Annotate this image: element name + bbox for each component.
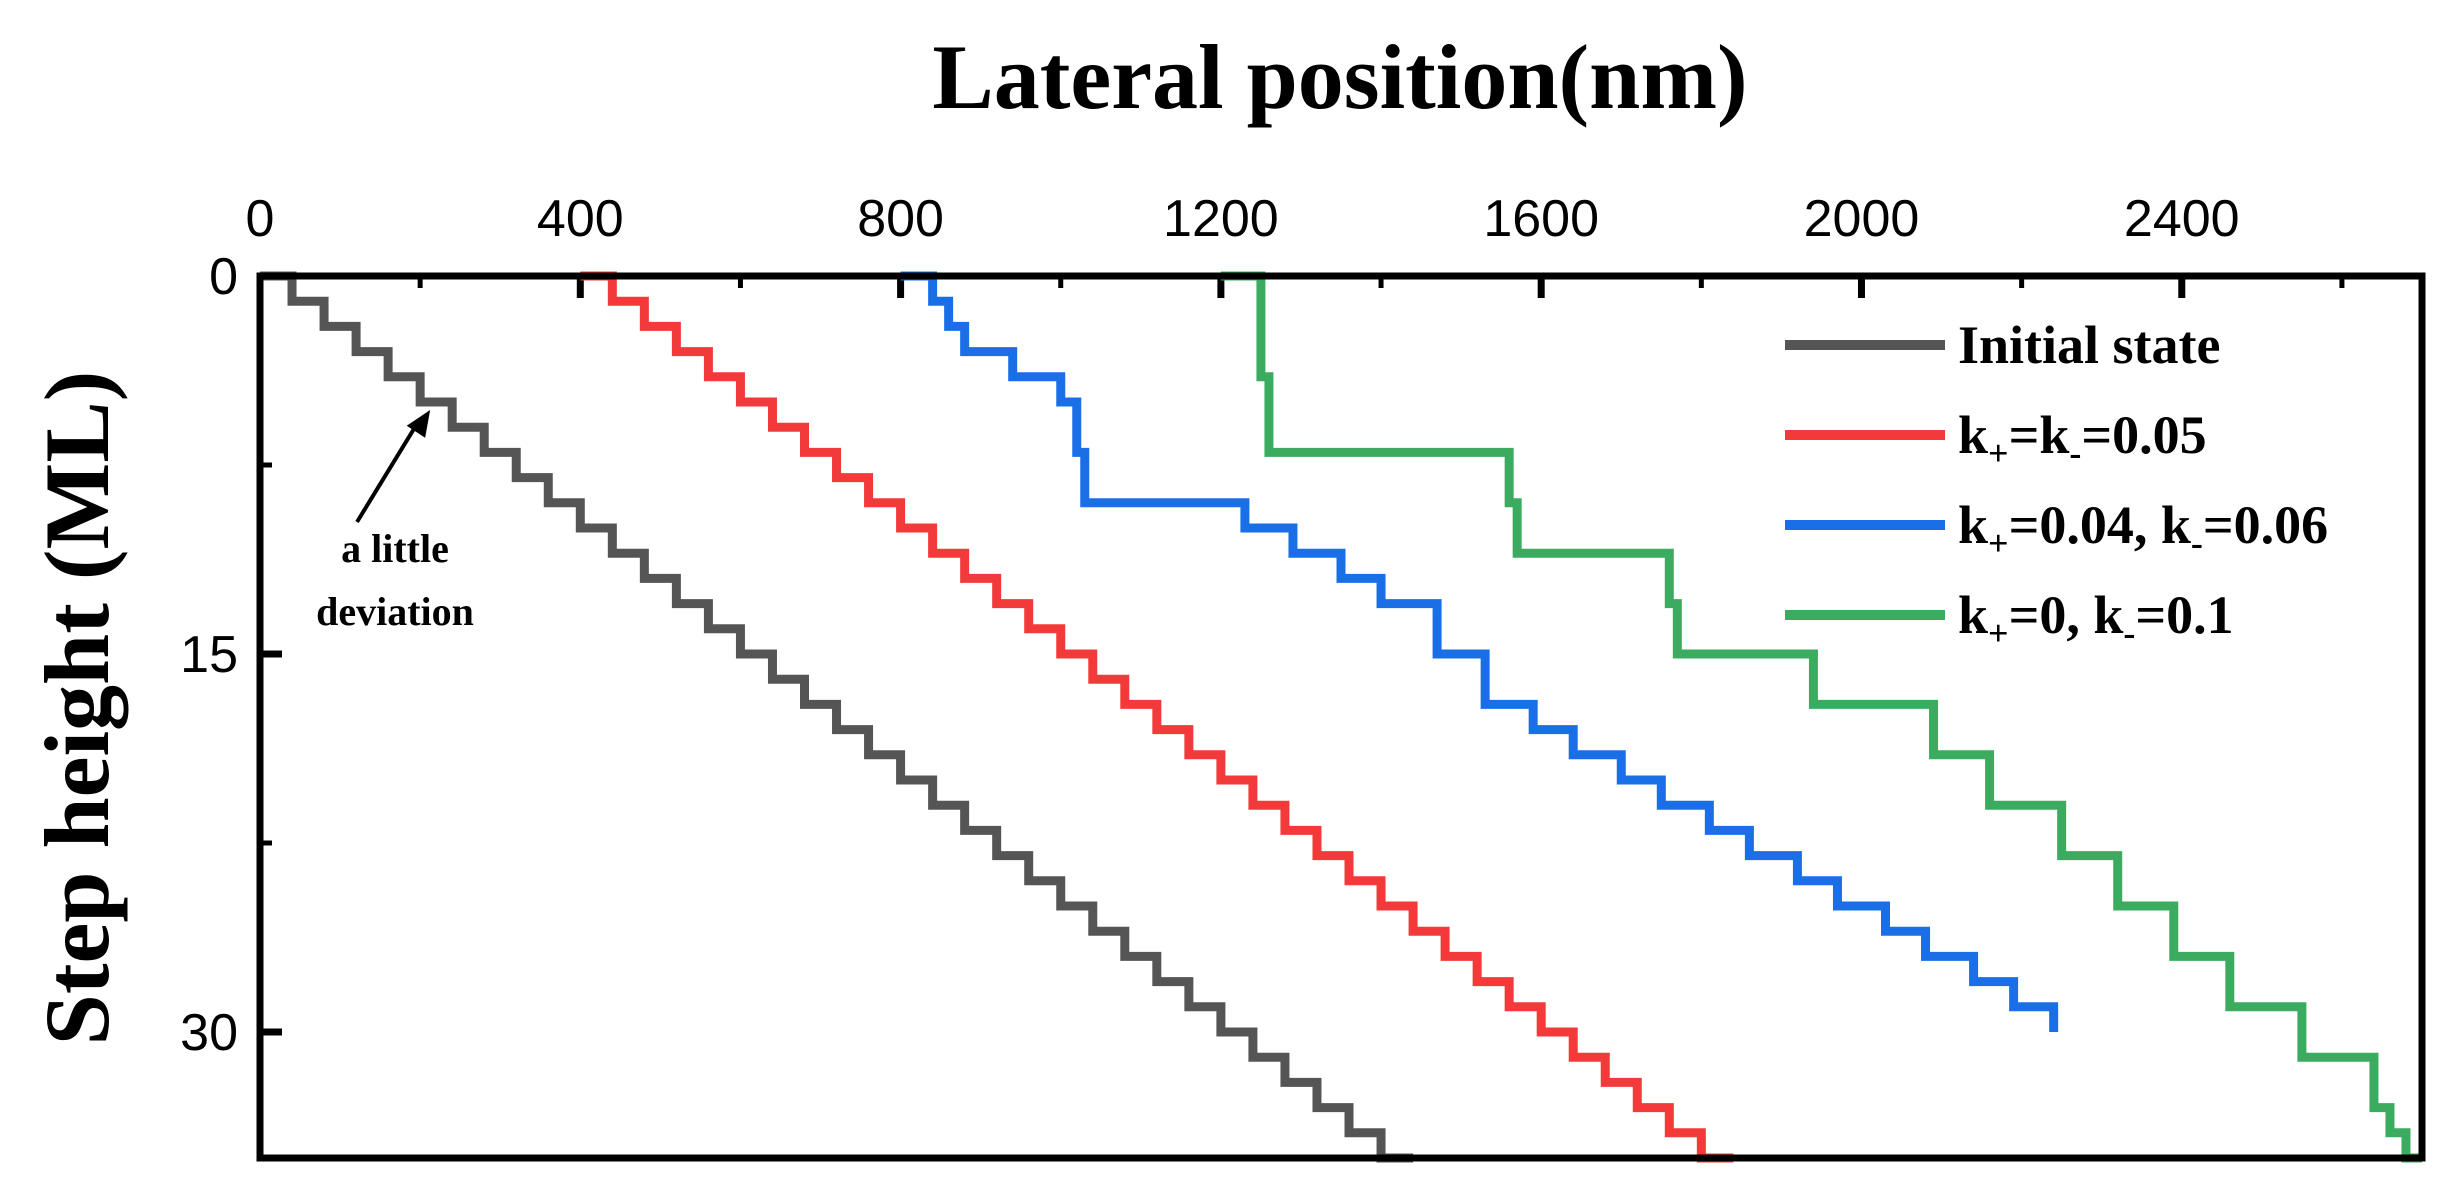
plot-series <box>260 271 2422 1163</box>
y-tick-label: 15 <box>180 626 238 684</box>
x-tick-label: 1200 <box>1163 190 1279 248</box>
x-tick-label: 400 <box>537 190 624 248</box>
annotation-line-1: a little <box>341 526 449 571</box>
x-tick-label: 2400 <box>2124 190 2240 248</box>
legend-label-4: k+=0, k-=0.1 <box>1958 585 2234 653</box>
legend: Initial state k+=k-=0.05 k+=0.04, k-=0.06 k… <box>1785 315 2328 653</box>
deviation-annotation: a little deviation <box>316 410 474 634</box>
legend-label-2: k+=k-=0.05 <box>1958 405 2207 473</box>
y-axis-ticks: 0 15 30 <box>180 248 282 1062</box>
annotation-arrowhead <box>406 410 431 438</box>
series-line-3 <box>900 271 2059 1032</box>
x-tick-label: 0 <box>246 190 275 248</box>
y-axis-title: Step height (ML) <box>26 371 128 1046</box>
plot-frame <box>256 272 2426 1162</box>
x-axis-ticks: 0 400 800 1200 1600 2000 2400 <box>246 190 2345 298</box>
annotation-line-2: deviation <box>316 589 474 634</box>
x-tick-label: 2000 <box>1804 190 1920 248</box>
annotation-arrow <box>355 420 420 524</box>
y-tick-label: 0 <box>209 248 238 306</box>
legend-label-3: k+=0.04, k-=0.06 <box>1958 495 2328 563</box>
series-line-4 <box>1220 271 2422 1163</box>
series-line-2 <box>580 271 1734 1163</box>
legend-label-1: Initial state <box>1958 315 2221 375</box>
x-tick-label: 1600 <box>1483 190 1599 248</box>
series-line-1 <box>260 271 1414 1163</box>
x-tick-label: 800 <box>857 190 944 248</box>
x-axis-title: Lateral position(nm) <box>932 26 1747 128</box>
y-tick-label: 30 <box>180 1004 238 1062</box>
